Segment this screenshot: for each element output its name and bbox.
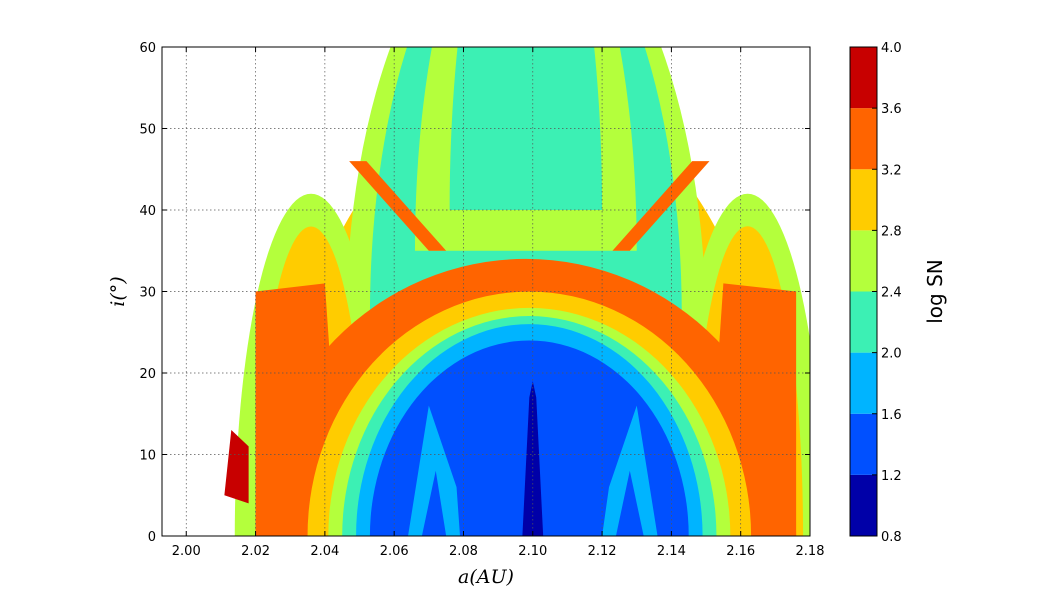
colorbar-label: log SN xyxy=(923,259,947,324)
region-orange-arm-left xyxy=(349,161,447,251)
region-cyan-arch-right xyxy=(602,405,658,536)
region-red-patch xyxy=(224,430,249,504)
colorbar-tick-label: 1.6 xyxy=(881,408,902,423)
colorbar-segment xyxy=(850,352,877,414)
colorbar-tick-label: 1.2 xyxy=(881,469,902,484)
colorbar-tick-label: 4.0 xyxy=(881,41,902,56)
colorbar-tick-label: 2.4 xyxy=(881,286,902,301)
colorbar-tick-label: 0.8 xyxy=(881,530,902,545)
colorbar-tick-label: 2.8 xyxy=(881,224,902,239)
x-tick-label: 2.04 xyxy=(310,544,339,559)
colorbar-segment xyxy=(850,291,877,353)
y-tick-label: 40 xyxy=(139,204,156,219)
y-axis: 0 10 20 30 40 50 60 xyxy=(139,41,810,545)
colorbar-segment xyxy=(850,474,877,536)
x-tick-label: 2.00 xyxy=(172,544,201,559)
y-tick-label: 0 xyxy=(148,530,156,545)
y-tick-label: 30 xyxy=(139,286,156,301)
colorbar-segment xyxy=(850,47,877,109)
y-tick-label: 60 xyxy=(139,41,156,56)
y-tick-label: 20 xyxy=(139,367,156,382)
x-tick-label: 2.10 xyxy=(518,544,547,559)
y-tick-label: 50 xyxy=(139,123,156,138)
colorbar-segment xyxy=(850,108,877,170)
y-tick-label: 10 xyxy=(139,449,156,464)
colorbar-tick-label: 3.6 xyxy=(881,102,902,117)
x-tick-label: 2.14 xyxy=(657,544,686,559)
heatmap-field xyxy=(224,47,810,536)
colorbar-tick-label: 2.0 xyxy=(881,347,902,362)
colorbar-segment xyxy=(850,413,877,475)
y-axis-label: i(°) xyxy=(107,276,129,306)
colorbar: 0.8 1.2 1.6 2.0 2.4 2.8 3.2 3.6 4.0 xyxy=(849,41,902,545)
grid-lines xyxy=(162,47,810,536)
region-teal-arc xyxy=(449,47,603,210)
x-tick-label: 2.02 xyxy=(241,544,270,559)
colorbar-segment xyxy=(850,169,877,231)
x-tick-label: 2.06 xyxy=(380,544,409,559)
region-cyan-arch-left xyxy=(408,405,461,536)
colorbar-segment xyxy=(850,230,877,292)
colorbar-tick-label: 3.2 xyxy=(881,163,902,178)
region-orange-arm-right xyxy=(612,161,710,251)
x-axis-label: a(AU) xyxy=(458,566,514,588)
x-axis: 2.00 2.02 2.04 2.06 2.08 2.10 2.12 2.14 2.16 2.18 xyxy=(172,47,825,559)
x-tick-label: 2.16 xyxy=(726,544,755,559)
region-darkblue-spike xyxy=(522,381,544,536)
x-tick-label: 2.08 xyxy=(449,544,478,559)
x-tick-label: 2.12 xyxy=(588,544,617,559)
x-tick-label: 2.18 xyxy=(796,544,825,559)
